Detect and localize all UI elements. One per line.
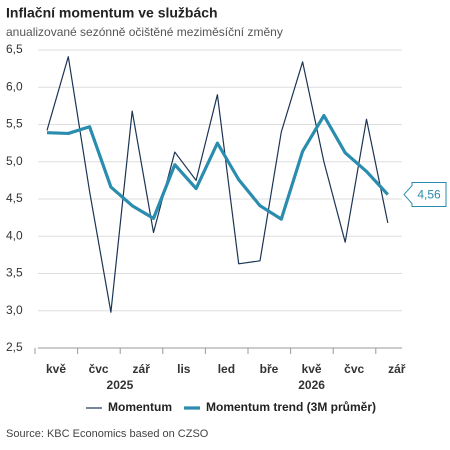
y-tick-label: 5,0 bbox=[6, 154, 23, 168]
x-tick-label: led bbox=[218, 362, 235, 376]
chart-title: Inflační momentum ve službách bbox=[6, 5, 218, 21]
legend-label: Momentum bbox=[108, 400, 172, 414]
legend-label: Momentum trend (3M průměr) bbox=[206, 400, 376, 414]
y-tick-label: 2,5 bbox=[6, 340, 23, 354]
y-tick-label: 4,5 bbox=[6, 191, 23, 205]
x-tick-label: kvě bbox=[46, 362, 66, 376]
annotation-label: 4,56 bbox=[417, 188, 441, 202]
x-group-label: 2026 bbox=[298, 378, 325, 392]
source: Source: KBC Economics based on CZSO bbox=[6, 428, 209, 440]
annotation-box bbox=[403, 182, 447, 208]
y-tick-label: 5,5 bbox=[6, 117, 23, 131]
chart-subtitle: anualizované sezónně očištěné meziměsíčn… bbox=[6, 25, 283, 39]
y-tick-label: 6,5 bbox=[6, 42, 23, 56]
x-tick-label: zář bbox=[388, 362, 406, 376]
x-tick-label: čvc bbox=[344, 362, 364, 376]
y-tick-label: 4,0 bbox=[6, 228, 23, 242]
y-tick-label: 6,0 bbox=[6, 79, 23, 93]
y-tick-label: 3,5 bbox=[6, 266, 23, 280]
y-tick-label: 3,0 bbox=[6, 303, 23, 317]
x-tick-label: čvc bbox=[89, 362, 109, 376]
x-tick-label: kvě bbox=[302, 362, 322, 376]
series-line bbox=[46, 56, 389, 313]
x-tick-label: bře bbox=[260, 362, 279, 376]
x-group-label: 2025 bbox=[107, 378, 134, 392]
x-tick-label: lis bbox=[177, 362, 191, 376]
series-line bbox=[46, 113, 389, 221]
x-tick-label: zář bbox=[133, 362, 151, 376]
